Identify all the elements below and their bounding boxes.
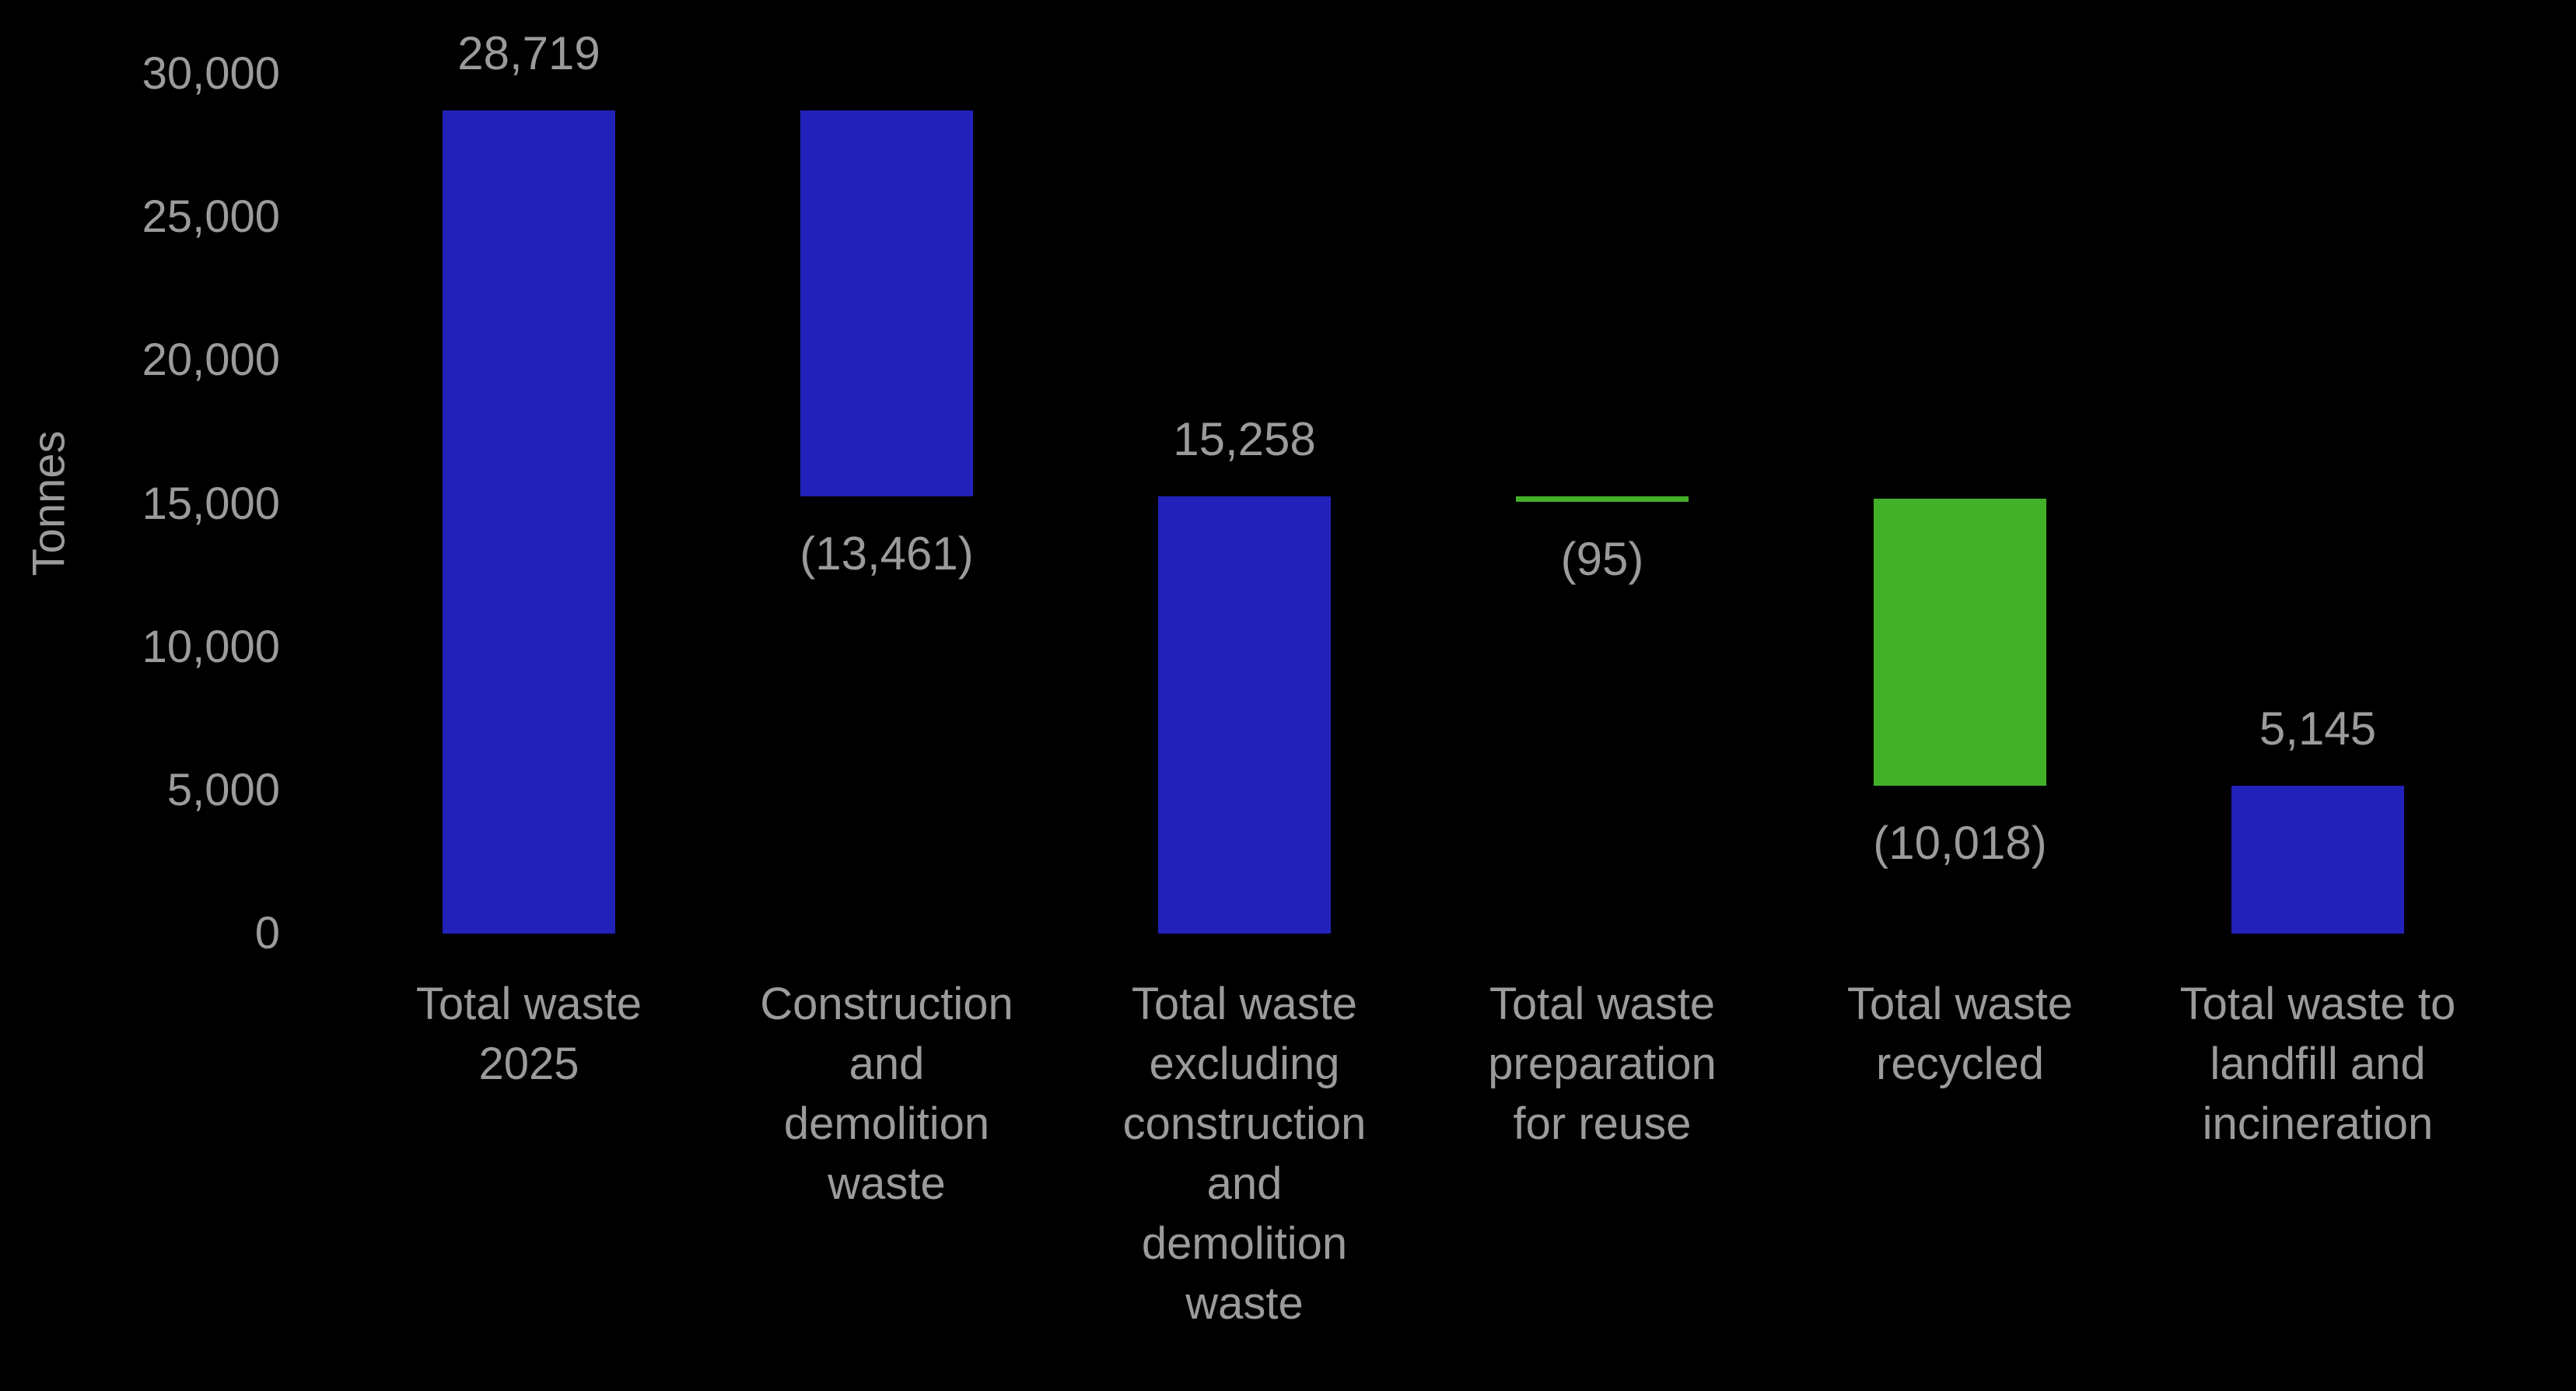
waterfall-bar-2: [800, 110, 973, 496]
bar-value-label: (13,461): [800, 527, 974, 580]
category-label: Total waste recycled: [1846, 979, 2074, 1089]
y-tick-label: 0: [254, 908, 280, 958]
bar-value-label: 5,145: [2259, 703, 2377, 755]
waterfall-bar-1: [443, 110, 615, 934]
y-tick-label: 5,000: [166, 764, 280, 815]
waterfall-bar-3: [1158, 496, 1331, 934]
category-label: Total waste excluding construction and d…: [1122, 979, 1367, 1329]
category-label: Total waste 2025: [415, 979, 642, 1089]
y-tick-label: 20,000: [142, 335, 280, 386]
category-label: Total waste preparation for reuse: [1488, 979, 1717, 1149]
y-tick-label: 10,000: [142, 621, 280, 672]
y-tick-label: 25,000: [142, 191, 280, 243]
bar-value-label: (10,018): [1873, 817, 2047, 870]
category-label: Construction and demolition waste: [760, 979, 1013, 1209]
bar-value-label: (95): [1560, 532, 1644, 585]
waterfall-bar-4: [1516, 496, 1689, 502]
bar-value-label: 15,258: [1173, 412, 1316, 465]
y-tick-label: 15,000: [142, 478, 280, 529]
category-label: Total waste to landfill and incineration: [2179, 979, 2456, 1149]
y-tick-label: 30,000: [142, 48, 280, 99]
waterfall-bar-5: [1874, 499, 2046, 787]
waterfall-bar-6: [2231, 786, 2404, 934]
bar-value-label: 28,719: [457, 27, 600, 80]
